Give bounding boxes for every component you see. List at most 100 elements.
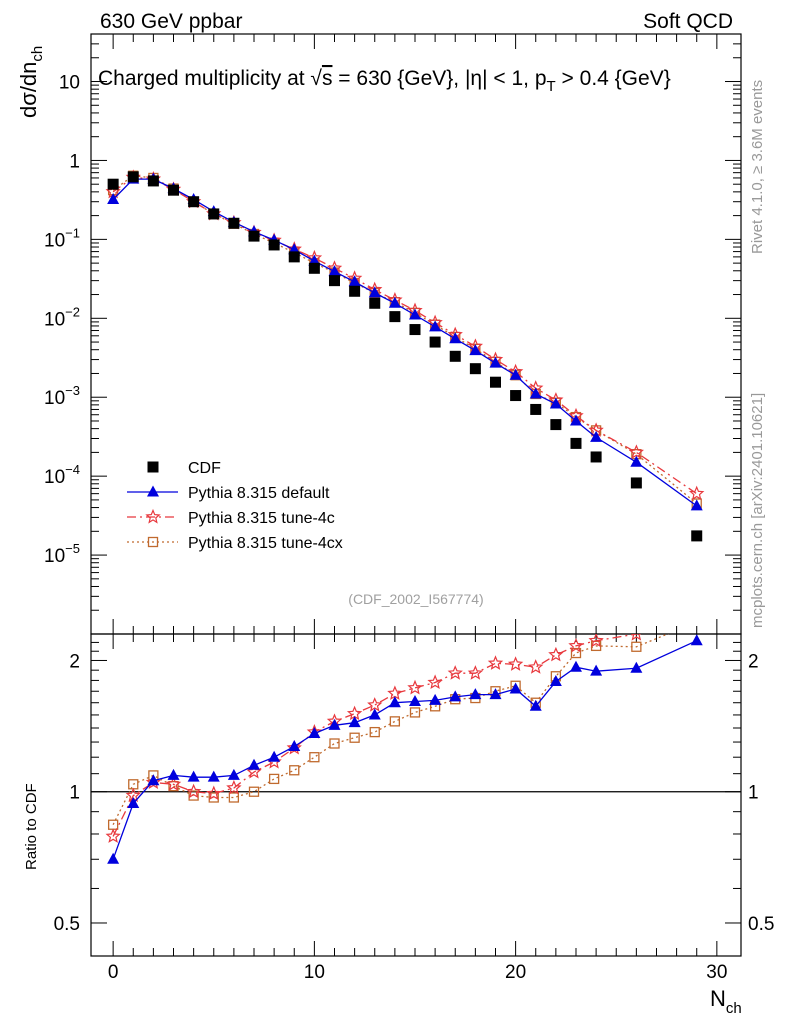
cdf-data-point xyxy=(268,239,280,251)
x-tick-label: 20 xyxy=(505,962,526,983)
tune4c-main-line xyxy=(112,176,698,495)
default-ratio-point xyxy=(167,768,180,780)
tune4cx-ratio-point xyxy=(228,792,240,803)
tune4c-ratio-point xyxy=(447,665,463,680)
tune4cx-ratio-point xyxy=(309,752,320,763)
ratio-y-tick-label-right: 0.5 xyxy=(748,914,774,935)
default-data-point xyxy=(388,296,401,308)
cdf-data-point xyxy=(228,217,240,229)
tune4c-ratio-point xyxy=(206,785,222,801)
default-ratio-point xyxy=(630,661,643,673)
tune4c-ratio-point xyxy=(407,679,423,695)
tune4cx-ratio-point xyxy=(268,773,280,785)
cdf-data-point xyxy=(530,403,542,415)
tune4c-ratio-point xyxy=(548,646,564,662)
default-ratio-point xyxy=(268,750,281,762)
cdf-data-point xyxy=(369,297,381,309)
tune4cx-ratio-point xyxy=(590,640,602,652)
tune4cx-main-line xyxy=(112,175,698,505)
default-ratio-point xyxy=(408,695,421,707)
tune4cx-legend-label: Pythia 8.315 tune-4cx xyxy=(188,535,343,552)
tune4c-ratio-point xyxy=(507,656,524,671)
ratio-y-axis-label: Ratio to CDF xyxy=(23,783,40,870)
cdf-data-point xyxy=(147,175,159,187)
default-ratio-point xyxy=(590,664,603,676)
tune4cx-ratio-line xyxy=(112,634,670,825)
default-ratio-point xyxy=(569,660,582,672)
main-y-tick-label: 10 xyxy=(59,73,80,94)
tune4cx-ratio-point xyxy=(208,792,219,803)
cdf-data-point xyxy=(550,419,562,431)
default-data-point xyxy=(408,308,421,320)
default-ratio-point xyxy=(107,852,120,864)
tune4cx-ratio-point xyxy=(349,732,360,743)
cdf-data-point xyxy=(248,230,260,242)
cdf-data-point xyxy=(409,324,421,336)
default-ratio-point xyxy=(187,770,200,782)
cdf-data-point xyxy=(288,251,300,263)
default-legend-label: Pythia 8.315 default xyxy=(188,485,330,502)
cdf-data-point xyxy=(389,311,401,323)
tune4cx-ratio-point xyxy=(168,780,179,792)
tune4c-legend-marker xyxy=(145,508,161,524)
x-tick-label: 10 xyxy=(304,962,325,983)
legend: CDF Pythia 8.315 default Pythia 8.315 tune… xyxy=(127,460,343,552)
x-tick-label: 30 xyxy=(706,962,727,983)
default-ratio-point xyxy=(227,768,240,780)
ratio-y-tick-label: 1 xyxy=(69,783,80,804)
default-data-point xyxy=(509,368,522,380)
tune4cx-ratio-point xyxy=(107,819,119,830)
cdf-data-point xyxy=(691,530,703,542)
default-data-point xyxy=(328,265,341,277)
default-ratio-point xyxy=(248,758,261,770)
tune4cx-ratio-point xyxy=(369,726,380,738)
header-collision-label: 630 GeV ppbar xyxy=(100,10,242,33)
default-data-point xyxy=(690,499,703,511)
tune4c-ratio-point xyxy=(226,779,242,795)
main-axes: 10 1 10−1 10−2 10−3 10−4 10−5 xyxy=(44,33,741,635)
cdf-data-point xyxy=(489,376,501,388)
main-series-layer xyxy=(105,169,705,542)
default-ratio-point xyxy=(489,688,502,700)
tune4c-ratio-point xyxy=(528,659,544,674)
tune4c-ratio-point xyxy=(427,674,443,690)
default-ratio-point xyxy=(690,634,703,646)
tune4cx-ratio-point xyxy=(389,716,401,727)
tune4cx-ratio-point xyxy=(188,790,199,801)
main-y-tick-label: 10−1 xyxy=(44,225,80,251)
default-ratio-point xyxy=(429,693,442,705)
cdf-data-point xyxy=(570,437,582,449)
tune4c-ratio-point xyxy=(185,783,202,799)
default-ratio-point xyxy=(328,718,341,730)
tune4c-ratio-point xyxy=(691,612,703,624)
default-data-point xyxy=(107,193,120,205)
default-data-point xyxy=(590,430,603,442)
ratio-y-tick-label: 0.5 xyxy=(54,914,80,935)
default-ratio-point xyxy=(348,716,361,728)
default-ratio-point xyxy=(288,739,301,751)
default-ratio-point xyxy=(127,796,140,808)
cdf-legend-marker xyxy=(147,461,159,473)
default-ratio-point xyxy=(308,726,321,738)
tune4c-ratio-point xyxy=(588,634,604,648)
main-y-tick-label: 10−2 xyxy=(44,304,80,330)
analysis-watermark: (CDF_2002_I567774) xyxy=(348,591,483,607)
default-ratio-point xyxy=(207,770,220,782)
tune4cx-ratio-point xyxy=(409,707,421,718)
default-ratio-line xyxy=(112,640,697,860)
tune4c-ratio-point xyxy=(105,828,121,843)
tune4cx-legend-marker xyxy=(147,536,159,548)
ratio-plot-frame xyxy=(90,633,742,957)
main-y-tick-label: 10−3 xyxy=(44,383,80,409)
cdf-data-point xyxy=(590,451,602,463)
default-ratio-point xyxy=(509,682,522,694)
ratio-axes: 0 10 20 30 2 2 1 1 0.5 0.5 xyxy=(54,634,774,983)
tune4cx-ratio-point xyxy=(329,738,340,749)
tune4cx-ratio-point xyxy=(248,786,260,797)
x-tick-label: 0 xyxy=(108,962,119,983)
default-data-point xyxy=(449,332,462,344)
default-ratio-point xyxy=(147,774,160,786)
ratio-y-tick-label-right: 2 xyxy=(748,651,759,672)
main-y-tick-label: 10−5 xyxy=(44,541,80,567)
